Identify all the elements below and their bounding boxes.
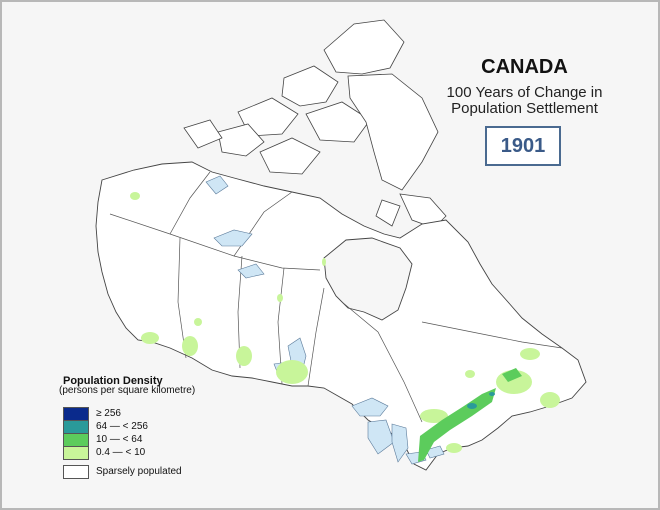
year-box: 1901 bbox=[485, 126, 561, 166]
legend-subtitle: (persons per square kilometre) bbox=[59, 385, 196, 396]
legend-swatch-3 bbox=[63, 446, 89, 460]
legend-swatch-0 bbox=[63, 407, 89, 421]
legend-label-sparse: Sparsely populated bbox=[96, 466, 182, 477]
legend-swatch-sparse bbox=[63, 465, 89, 479]
arctic-islands bbox=[183, 19, 447, 229]
year-label: 1901 bbox=[500, 134, 546, 157]
legend-label-3: 0.4 — < 10 bbox=[96, 447, 146, 458]
hudson-bay bbox=[323, 237, 413, 321]
legend-swatch-1 bbox=[63, 420, 89, 434]
map-subtitle-line1: 100 Years of Change in bbox=[446, 84, 603, 101]
map-title: CANADA bbox=[481, 56, 568, 78]
legend-label-0: ≥ 256 bbox=[96, 408, 121, 419]
map-subtitle-line2: Population Settlement bbox=[451, 100, 598, 117]
mainland bbox=[95, 161, 587, 471]
legend-label-1: 64 — < 256 bbox=[96, 421, 148, 432]
legend-title: Population Density bbox=[63, 375, 163, 387]
legend-label-2: 10 — < 64 bbox=[96, 434, 143, 445]
legend-swatch-2 bbox=[63, 433, 89, 447]
density-high bbox=[467, 392, 495, 409]
